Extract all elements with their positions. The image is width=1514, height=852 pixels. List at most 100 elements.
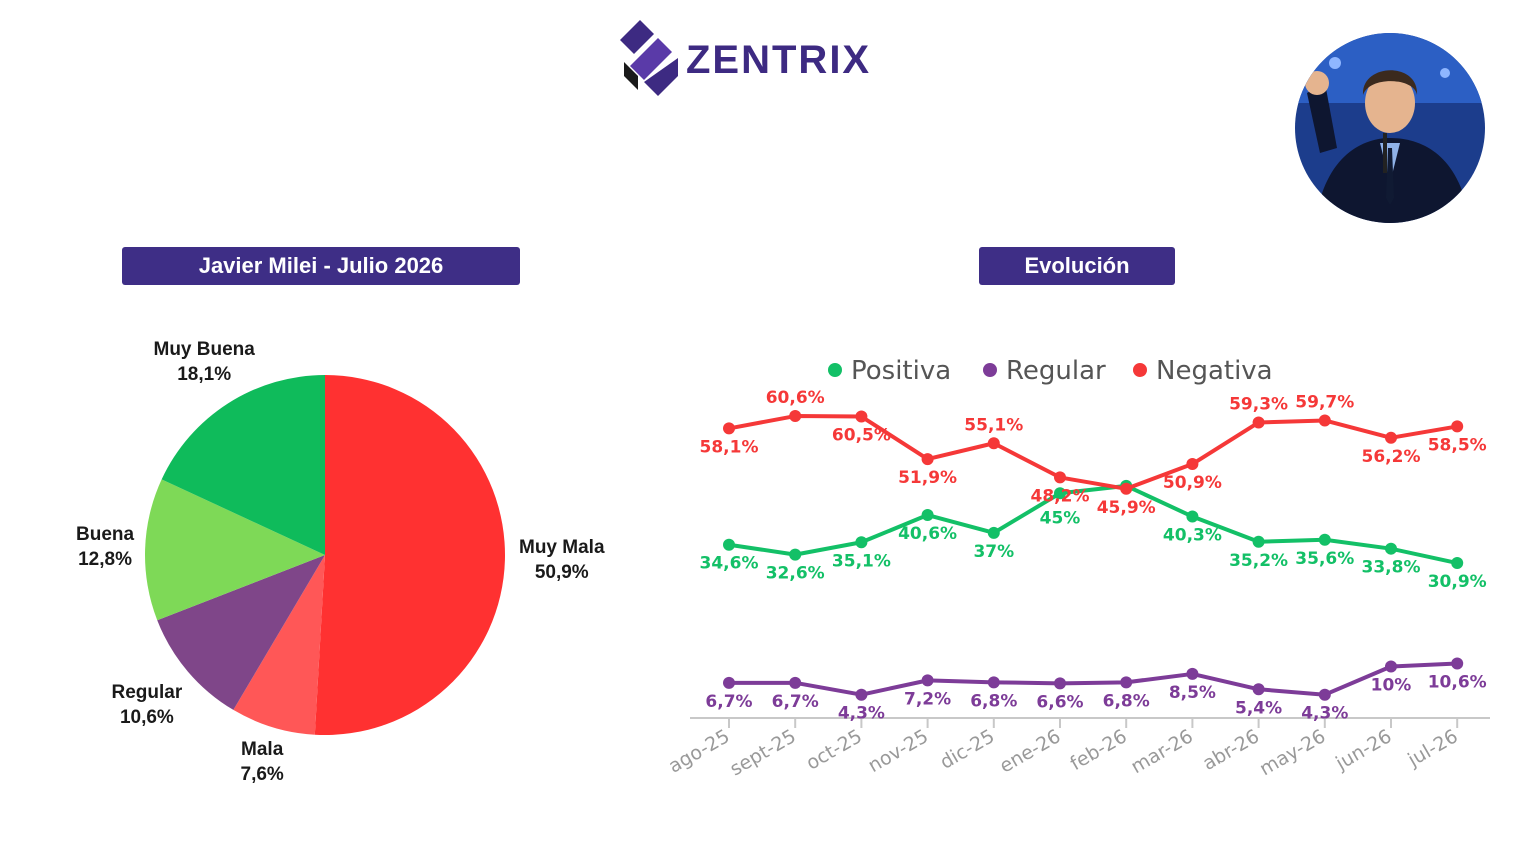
data-point-negativa: [1451, 420, 1464, 433]
line-chart-title: Evolución: [979, 247, 1175, 285]
pie-label-value: 12,8%: [78, 549, 132, 570]
pie-label-value: 18,1%: [177, 364, 232, 385]
data-label-negativa: 58,1%: [700, 437, 759, 457]
data-label-regular: 6,7%: [772, 692, 819, 712]
data-label-positiva: 35,2%: [1229, 551, 1288, 571]
data-point-negativa: [1186, 458, 1199, 471]
legend-label-regular: Regular: [1006, 356, 1106, 386]
data-point-negativa: [1252, 416, 1265, 429]
data-label-negativa: 58,5%: [1428, 435, 1487, 455]
legend-marker-negativa: [1133, 363, 1147, 377]
data-label-negativa: 59,3%: [1229, 394, 1288, 414]
data-point-negativa: [1120, 482, 1133, 495]
data-label-positiva: 40,3%: [1163, 526, 1222, 546]
data-point-regular: [1120, 676, 1133, 689]
pie-label-name: Regular: [111, 682, 183, 703]
data-point-positiva: [1054, 487, 1066, 500]
pie-slice-buena: [145, 479, 325, 621]
data-label-positiva: 35,6%: [1295, 549, 1354, 569]
legend-label-positiva: Positiva: [851, 356, 951, 386]
data-point-regular: [1451, 657, 1464, 670]
pie-chart: [145, 375, 505, 735]
pie-label-value: 7,6%: [240, 764, 284, 785]
data-label-regular: 6,8%: [1103, 691, 1150, 711]
data-label-negativa: 45,9%: [1097, 498, 1156, 518]
data-label-negativa: 51,9%: [898, 468, 957, 488]
data-label-regular: 4,3%: [838, 704, 885, 724]
person-photo-icon: [1295, 33, 1485, 223]
legend-marker-positiva: [828, 363, 842, 377]
pie-label-name: Buena: [76, 524, 135, 545]
x-tick-label: ago-25: [665, 725, 734, 777]
data-point-negativa: [789, 410, 802, 423]
zentrix-logo-icon: [620, 20, 678, 96]
data-label-negativa: 55,1%: [964, 415, 1023, 435]
data-point-negativa: [1318, 414, 1331, 427]
data-point-regular: [1054, 677, 1066, 690]
brand-name: ZENTRIX: [686, 38, 872, 82]
data-point-regular: [1186, 667, 1199, 680]
data-point-regular: [1385, 660, 1397, 673]
data-point-regular: [789, 676, 802, 689]
data-point-regular: [921, 674, 934, 687]
x-tick-label: ene-26: [996, 725, 1065, 777]
data-point-regular: [723, 676, 735, 689]
pie-slice-muy-buena: [161, 375, 325, 555]
data-point-positiva: [1252, 535, 1265, 548]
series-line-positiva: [728, 483, 1458, 565]
x-tick-label: abr-26: [1199, 725, 1263, 775]
pie-label-name: Mala: [241, 739, 284, 760]
data-point-regular: [987, 676, 1000, 689]
data-label-positiva: 35,1%: [832, 551, 891, 571]
data-label-positiva: 34,6%: [700, 554, 759, 574]
pie-slice-mala: [233, 555, 325, 735]
data-point-positiva: [723, 538, 735, 551]
data-point-regular: [1252, 683, 1265, 696]
data-label-positiva: 33,8%: [1362, 558, 1421, 578]
x-tick-label: oct-25: [802, 725, 865, 774]
data-label-negativa: 60,5%: [832, 426, 891, 446]
politician-photo: [1295, 33, 1485, 223]
data-point-negativa: [1385, 431, 1397, 444]
pie-label-value: 10,6%: [119, 707, 174, 728]
pie-label-name: Muy Buena: [153, 339, 255, 360]
pie-label-muy-buena: Muy Buena 18,1%: [154, 337, 255, 387]
data-label-positiva: 32,6%: [766, 564, 825, 584]
data-label-positiva: 37%: [973, 542, 1014, 562]
zentrix-logo: ZENTRIX: [618, 18, 918, 100]
data-label-negativa: 60,6%: [766, 388, 825, 408]
pie-label-value: 50,9%: [534, 562, 589, 583]
pie-label-muy-mala: Muy Mala 50,9%: [519, 535, 605, 585]
data-point-positiva: [1318, 533, 1331, 546]
legend-label-negativa: Negativa: [1156, 356, 1273, 386]
pie-slice-muy-mala: [314, 375, 505, 735]
pie-label-mala: Mala 7,6%: [241, 737, 284, 787]
data-point-positiva: [855, 536, 868, 549]
x-tick-label: nov-25: [864, 725, 932, 777]
data-label-regular: 7,2%: [904, 689, 951, 709]
data-label-regular: 8,5%: [1169, 683, 1216, 703]
data-point-regular: [855, 688, 868, 701]
data-point-positiva: [1451, 557, 1464, 570]
data-point-negativa: [921, 453, 934, 466]
x-tick-label: mar-26: [1127, 725, 1197, 778]
data-label-regular: 6,7%: [705, 692, 752, 712]
x-tick-label: feb-26: [1066, 725, 1130, 775]
pie-label-regular: Regular 10,6%: [112, 680, 183, 730]
data-label-regular: 4,3%: [1301, 704, 1348, 724]
pie-label-name: Muy Mala: [519, 537, 605, 558]
data-label-regular: 10%: [1371, 676, 1412, 696]
data-label-regular: 10,6%: [1428, 673, 1487, 693]
data-label-positiva: 40,6%: [898, 524, 957, 544]
data-point-positiva: [921, 509, 934, 522]
series-line-negativa: [728, 414, 1458, 491]
x-tick-label: dic-25: [936, 725, 998, 773]
data-label-negativa: 48,2%: [1031, 486, 1090, 506]
data-label-negativa: 50,9%: [1163, 473, 1222, 493]
data-point-positiva: [1385, 542, 1397, 555]
data-point-regular: [1318, 688, 1331, 701]
data-label-positiva: 45%: [1040, 508, 1081, 528]
x-tick-label: sept-25: [726, 725, 799, 780]
x-tick-label: may-26: [1256, 725, 1329, 780]
series-line-regular: [729, 661, 1458, 697]
